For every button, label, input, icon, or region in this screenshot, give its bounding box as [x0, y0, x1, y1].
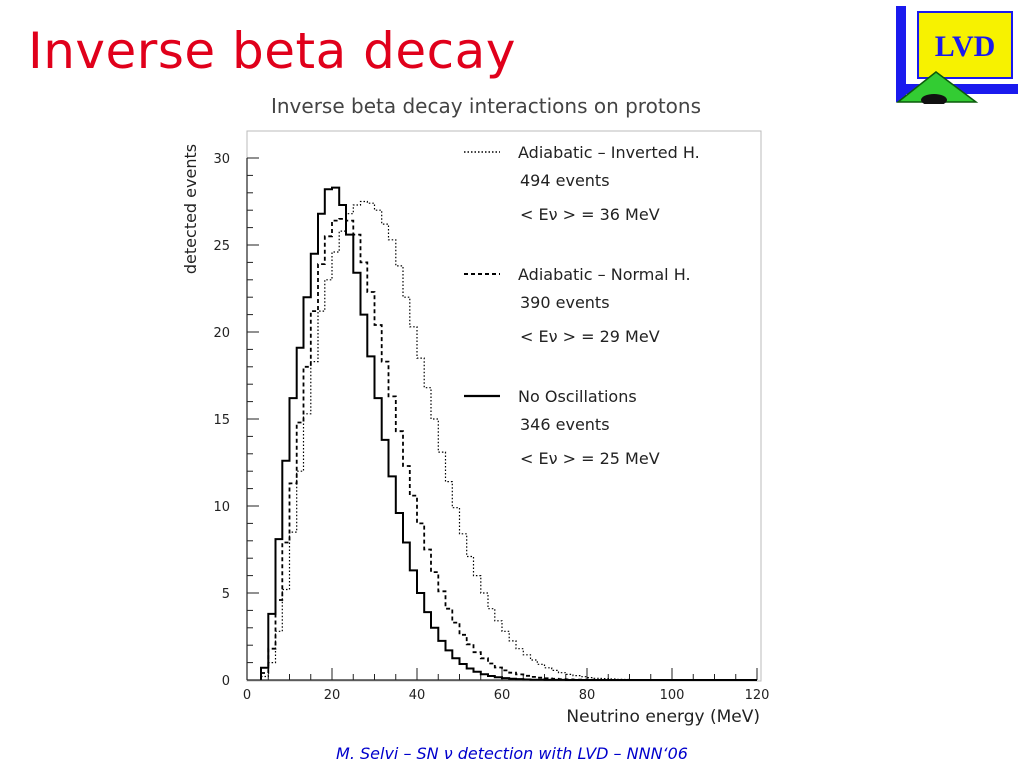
series-line-dashed: [260, 218, 757, 681]
histogram-lines: [260, 186, 757, 681]
slide-footer: M. Selvi – SN ν detection with LVD – NNN…: [336, 744, 688, 763]
histogram-chart: Inverse beta decay interactions on proto…: [170, 88, 780, 728]
x-tick-label: 20: [324, 688, 341, 703]
y-tick-label: 15: [213, 413, 230, 428]
y-tick-label: 0: [222, 674, 230, 689]
legend-mean: < Eν > = 25 MeV: [520, 449, 660, 468]
y-axis-label: detected events: [181, 144, 200, 274]
legend-mean: < Eν > = 36 MeV: [520, 205, 660, 224]
slide-title: Inverse beta decay: [28, 22, 516, 80]
legend-series-name: No Oscillations: [518, 387, 637, 406]
x-tick-label: 60: [494, 688, 511, 703]
legend-events: 390 events: [520, 293, 610, 312]
y-tick-label: 20: [213, 326, 230, 341]
x-tick-label: 40: [409, 688, 426, 703]
x-tick-label: 0: [243, 688, 251, 703]
legend-series-name: Adiabatic – Normal H.: [518, 265, 691, 284]
legend: Adiabatic – Inverted H. 494 events < Eν > …: [464, 143, 700, 468]
y-tick-label: 30: [213, 152, 230, 167]
legend-events: 346 events: [520, 415, 610, 434]
lvd-logo-graphic: LVD: [895, 6, 1018, 104]
y-tick-label: 25: [213, 239, 230, 254]
x-tick-label: 80: [579, 688, 596, 703]
y-tick-label: 5: [222, 587, 230, 602]
lvd-logo: LVD: [890, 4, 1018, 104]
y-tick-label: 10: [213, 500, 230, 515]
legend-series-name: Adiabatic – Inverted H.: [518, 143, 700, 162]
x-axis-label: Neutrino energy (MeV): [566, 707, 760, 727]
series-line-solid: [260, 186, 757, 681]
axes: 0 20 40 60 80 100 120 0 5 10 15 20 25 30: [213, 152, 769, 703]
series-line-dotted: [260, 200, 757, 681]
chart-title: Inverse beta decay interactions on proto…: [271, 94, 701, 118]
chart-svg: Inverse beta decay interactions on proto…: [181, 94, 769, 727]
legend-mean: < Eν > = 29 MeV: [520, 327, 660, 346]
logo-text: LVD: [935, 30, 996, 63]
legend-events: 494 events: [520, 171, 610, 190]
x-tick-label: 120: [745, 688, 770, 703]
x-tick-label: 100: [660, 688, 685, 703]
